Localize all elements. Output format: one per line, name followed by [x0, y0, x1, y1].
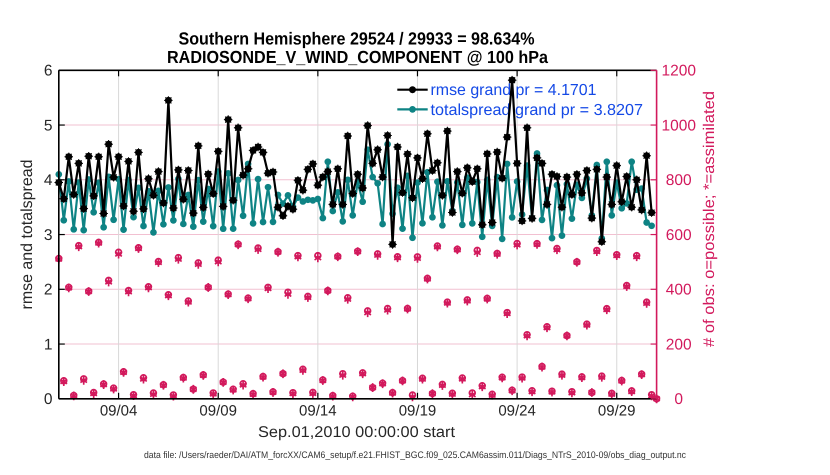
svg-text:200: 200	[666, 336, 692, 353]
svg-text:3: 3	[44, 227, 53, 244]
svg-text:800: 800	[666, 172, 692, 189]
svg-text:09/29: 09/29	[598, 403, 636, 420]
svg-text:1000: 1000	[661, 117, 696, 134]
svg-text:rmse and totalspread: rmse and totalspread	[19, 160, 36, 310]
svg-text:# of obs: o=possible; *=assimi: # of obs: o=possible; *=assimilated	[701, 91, 718, 347]
svg-text:1: 1	[44, 336, 53, 353]
svg-text:Sep.01,2010 00:00:00 start: Sep.01,2010 00:00:00 start	[258, 424, 456, 441]
svg-text:600: 600	[666, 227, 692, 244]
svg-text:6: 6	[44, 63, 53, 80]
svg-text:4: 4	[44, 172, 53, 189]
svg-text:totalspread grand pr = 3.8207: totalspread grand pr = 3.8207	[431, 102, 644, 119]
svg-text:5: 5	[44, 117, 53, 134]
svg-text:400: 400	[666, 282, 692, 299]
svg-text:09/24: 09/24	[498, 403, 536, 420]
svg-text:Southern Hemisphere 29524 / 29: Southern Hemisphere 29524 / 29933 = 98.6…	[179, 29, 535, 49]
svg-text:0: 0	[674, 391, 683, 408]
svg-text:0: 0	[44, 391, 53, 408]
svg-text:09/14: 09/14	[299, 403, 337, 420]
svg-text:09/19: 09/19	[399, 403, 437, 420]
svg-text:RADIOSONDE_V_WIND_COMPONENT @: RADIOSONDE_V_WIND_COMPONENT @ 100 hPa	[167, 47, 548, 67]
svg-text:09/09: 09/09	[199, 403, 237, 420]
svg-text:data file: /Users/raeder/DAI/A: data file: /Users/raeder/DAI/ATM_forcXX/…	[144, 450, 686, 461]
svg-text:2: 2	[44, 282, 53, 299]
svg-text:09/04: 09/04	[100, 403, 138, 420]
svg-text:1200: 1200	[661, 63, 696, 80]
